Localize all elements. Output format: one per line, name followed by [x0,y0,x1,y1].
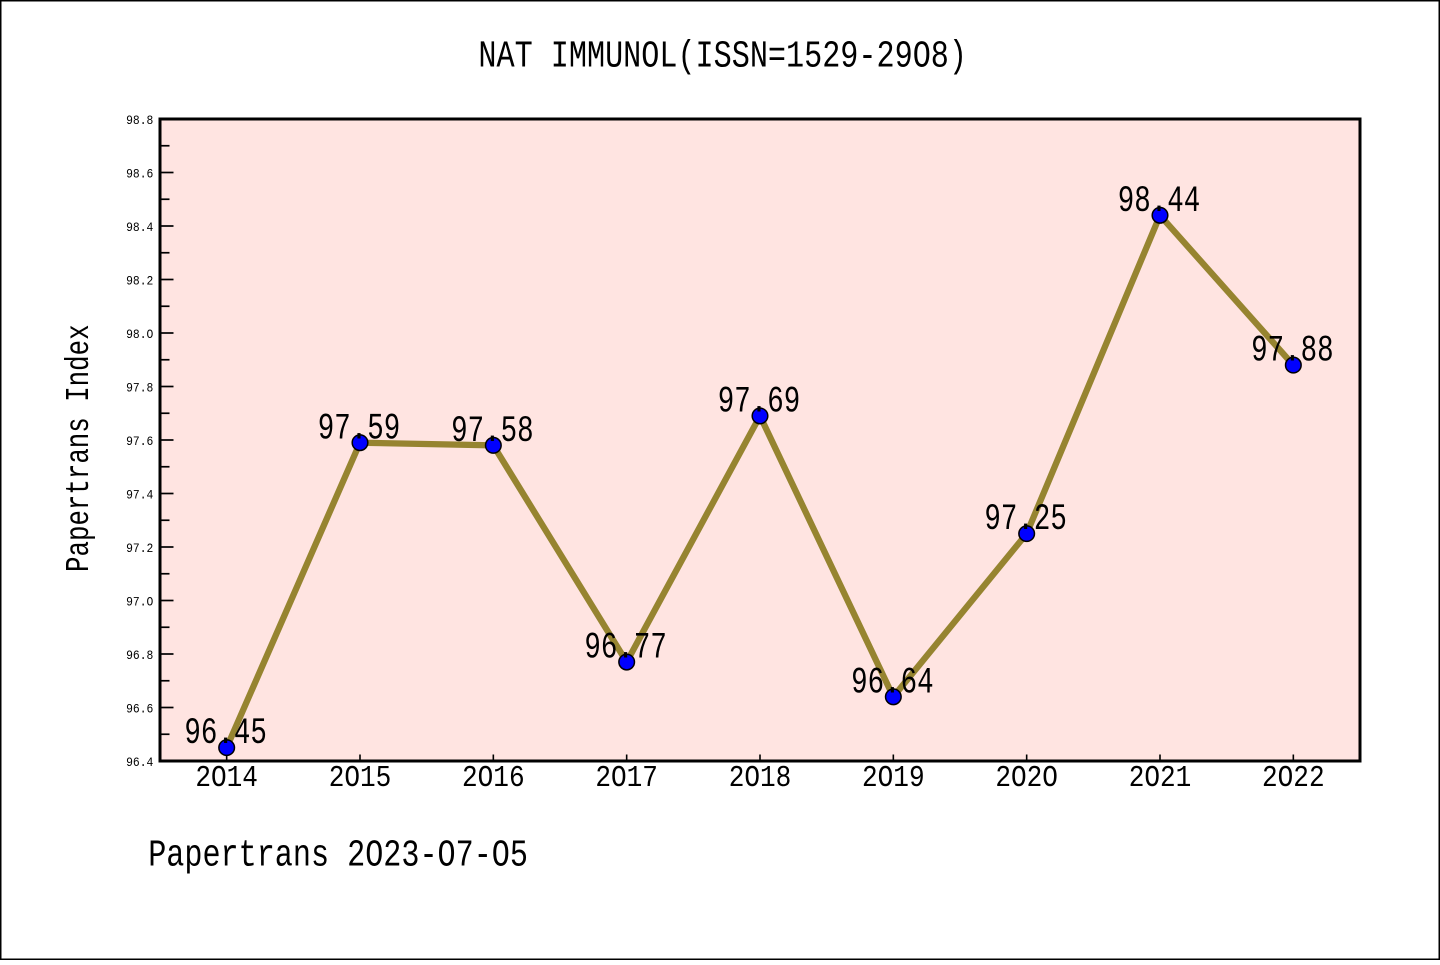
svg-text:Papertrans Index: Papertrans Index [61,324,98,572]
svg-text:97.69: 97.69 [718,382,801,424]
svg-text:2O14: 2O14 [195,761,258,796]
svg-text:2O19: 2O19 [862,761,925,796]
svg-text:2O17: 2O17 [595,761,658,796]
svg-text:96.4: 96.4 [126,756,153,770]
svg-text:98.2: 98.2 [126,275,153,289]
svg-text:97.25: 97.25 [984,499,1067,541]
svg-text:97.8: 97.8 [126,382,153,396]
svg-text:97.4: 97.4 [126,489,153,503]
svg-text:98.8: 98.8 [126,114,153,128]
svg-text:97.2: 97.2 [126,542,153,556]
svg-text:96.77: 96.77 [584,628,667,670]
svg-text:2O15: 2O15 [329,761,392,796]
svg-text:2O21: 2O21 [1129,761,1192,796]
svg-text:97.88: 97.88 [1251,331,1334,373]
svg-text:NAT IMMUNOL(ISSN=1529-29O8): NAT IMMUNOL(ISSN=1529-29O8) [478,37,967,79]
svg-text:96.8: 96.8 [126,649,153,663]
svg-text:2O22: 2O22 [1262,761,1325,796]
svg-text:98.44: 98.44 [1118,181,1201,223]
svg-text:97.58: 97.58 [451,411,534,453]
svg-text:2O16: 2O16 [462,761,525,796]
svg-text:97.O: 97.O [126,596,153,610]
svg-text:97.6: 97.6 [126,435,153,449]
svg-text:96.64: 96.64 [851,662,934,704]
svg-text:Papertrans 2O23-O7-O5: Papertrans 2O23-O7-O5 [148,836,528,878]
svg-text:98.O: 98.O [126,328,153,342]
svg-text:96.6: 96.6 [126,703,153,717]
svg-text:2O18: 2O18 [729,761,792,796]
svg-text:98.6: 98.6 [126,168,153,182]
svg-text:96.45: 96.45 [184,713,267,755]
svg-text:98.4: 98.4 [126,221,153,235]
svg-text:97.59: 97.59 [318,408,401,450]
svg-text:2O2O: 2O2O [995,761,1058,796]
